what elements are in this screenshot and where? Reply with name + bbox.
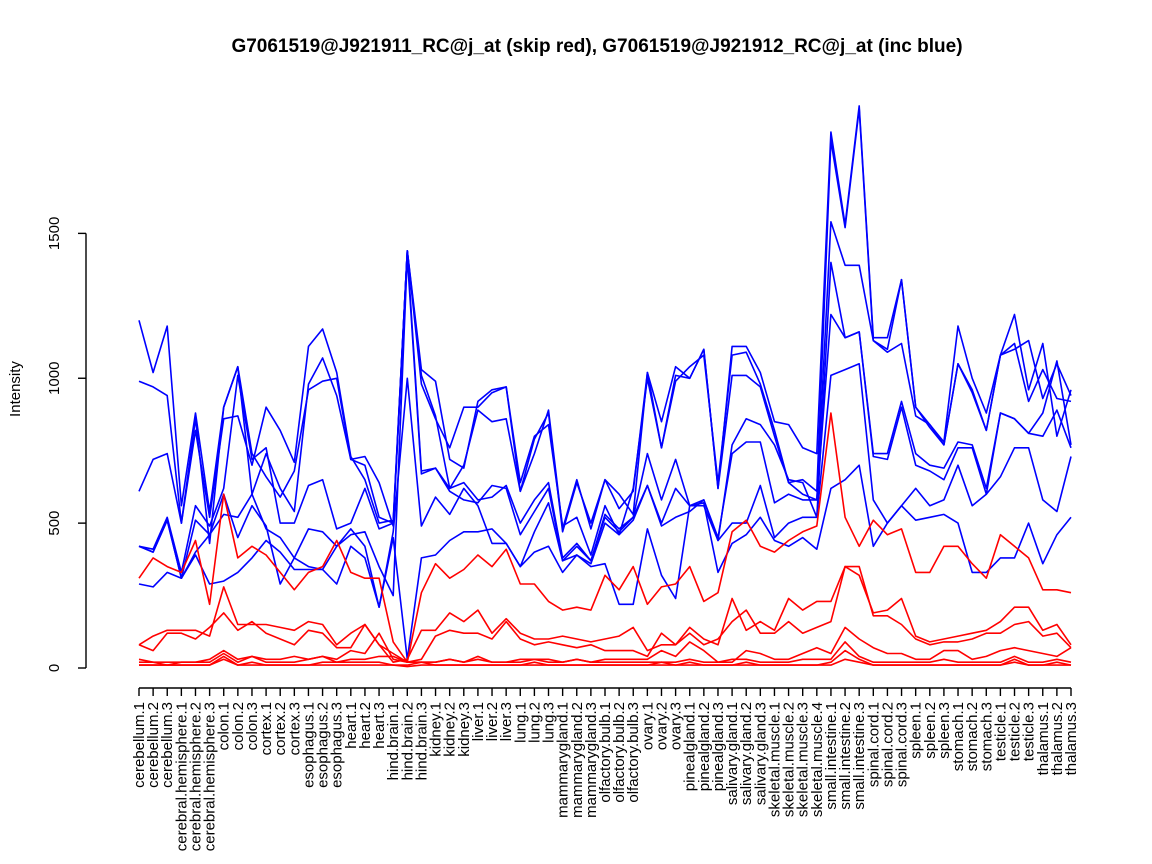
series-line-blue-4 (138, 250, 1072, 574)
series-layer (138, 105, 1072, 668)
x-tick-label: salivary.gland.1 (724, 702, 741, 805)
series-line-red-11 (138, 626, 1072, 664)
x-tick-label: spleen.2 (922, 702, 939, 759)
series-line-red-12 (139, 641, 1072, 666)
chart-title: G7061519@J921911_RC@j_at (skip red), G70… (231, 36, 962, 57)
x-tick-label: testicle.3 (1021, 702, 1038, 761)
series-line-blue-3 (138, 221, 1072, 545)
x-tick-label: lung.1 (512, 702, 529, 743)
x-tick-label: stomach.2 (964, 702, 981, 771)
x-tick-label: heart.2 (357, 702, 374, 749)
x-tick-label: spleen.3 (936, 702, 953, 759)
x-tick-label: thalamus.2 (1049, 702, 1066, 775)
series-line-red-8 (138, 412, 1072, 664)
x-tick-label: mammarygland.2 (569, 702, 586, 818)
y-tick-label: 500 (46, 511, 63, 536)
x-tick-label: thalamus.3 (1063, 702, 1080, 775)
x-tick-label: esophagus.3 (329, 702, 346, 788)
x-tick-label: olfactory.bulb.3 (625, 702, 642, 803)
x-tick-label: spleen.1 (908, 702, 925, 759)
series-line-red-14 (139, 658, 1071, 668)
x-tick-label: pinealgland.3 (710, 702, 727, 791)
x-tick-label: cerebral.hemisphere.3 (202, 702, 219, 851)
x-tick-label: kidney.3 (456, 702, 473, 757)
x-tick-label: mammarygland.1 (555, 702, 572, 818)
x-tick-label: hind.brain.2 (399, 702, 416, 780)
x-tick-label: ovary.1 (639, 702, 656, 750)
x-tick-label: cerebral.hemisphere.1 (173, 702, 190, 851)
x-tick-label: colon.3 (244, 702, 261, 750)
x-axis: cerebellum.1cerebellum.2cerebellum.3cere… (131, 687, 1080, 851)
x-tick-label: salivary.gland.3 (752, 702, 769, 805)
x-tick-label: olfactory.bulb.2 (611, 702, 628, 803)
series-line-red-10 (138, 565, 1072, 664)
series-line-red-9 (138, 565, 1072, 664)
x-tick-label: hind.brain.3 (413, 702, 430, 780)
x-tick-label: skeletal.muscle.4 (809, 702, 826, 817)
x-tick-label: testicle.2 (1007, 702, 1024, 761)
x-tick-label: olfactory.bulb.1 (597, 702, 614, 803)
y-axis-label: Intensity (7, 361, 24, 417)
x-tick-label: lung.2 (526, 702, 543, 743)
series-line-blue-7 (138, 464, 1072, 661)
x-tick-label: salivary.gland.2 (738, 702, 755, 805)
y-axis: 0 500 1000 1500 (46, 217, 87, 672)
x-tick-label: small.intestine.1 (823, 702, 840, 810)
x-tick-label: cortex.3 (286, 702, 303, 755)
x-tick-label: esophagus.2 (315, 702, 332, 788)
x-tick-label: liver.1 (470, 702, 487, 741)
x-tick-label: cerebellum.3 (159, 702, 176, 788)
x-tick-label: colon.1 (216, 702, 233, 750)
x-tick-label: small.intestine.3 (851, 702, 868, 810)
x-tick-label: hind.brain.1 (385, 702, 402, 780)
y-tick-label: 0 (46, 664, 63, 672)
x-tick-label: kidney.2 (442, 702, 459, 757)
x-tick-label: stomach.1 (950, 702, 967, 771)
x-tick-label: skeletal.muscle.3 (795, 702, 812, 817)
x-tick-label: cortex.2 (272, 702, 289, 755)
x-tick-label: skeletal.muscle.1 (766, 702, 783, 817)
x-tick-label: spinal.cord.1 (865, 702, 882, 787)
x-tick-label: heart.3 (371, 702, 388, 749)
series-line-blue-6 (138, 362, 1072, 609)
x-tick-label: spinal.cord.2 (879, 702, 896, 787)
x-tick-label: ovary.3 (668, 702, 685, 750)
x-tick-label: mammarygland.3 (583, 702, 600, 818)
x-tick-label: pinealgland.2 (696, 702, 713, 791)
x-tick-label: stomach.3 (978, 702, 995, 771)
series-line-blue-1 (138, 105, 1072, 556)
x-tick-label: colon.2 (230, 702, 247, 750)
x-tick-label: liver.2 (484, 702, 501, 741)
x-tick-label: liver.3 (498, 702, 515, 741)
x-tick-label: small.intestine.2 (837, 702, 854, 810)
x-tick-label: cerebral.hemisphere.2 (187, 702, 204, 851)
x-tick-label: cortex.1 (258, 702, 275, 755)
x-tick-label: testicle.1 (992, 702, 1009, 761)
y-tick-label: 1000 (46, 362, 63, 395)
x-tick-label: pinealgland.1 (682, 702, 699, 791)
x-tick-label: skeletal.muscle.2 (781, 702, 798, 817)
x-tick-label: cerebellum.1 (131, 702, 148, 788)
x-tick-label: cerebellum.2 (145, 702, 162, 788)
x-tick-label: kidney.1 (428, 702, 445, 757)
x-tick-label: thalamus.1 (1035, 702, 1052, 775)
x-tick-label: lung.3 (541, 702, 558, 743)
x-tick-label: ovary.2 (653, 702, 670, 750)
x-tick-label: heart.1 (343, 702, 360, 749)
x-tick-label: esophagus.1 (300, 702, 317, 788)
y-tick-label: 1500 (46, 217, 63, 250)
x-tick-label: spinal.cord.3 (894, 702, 911, 787)
